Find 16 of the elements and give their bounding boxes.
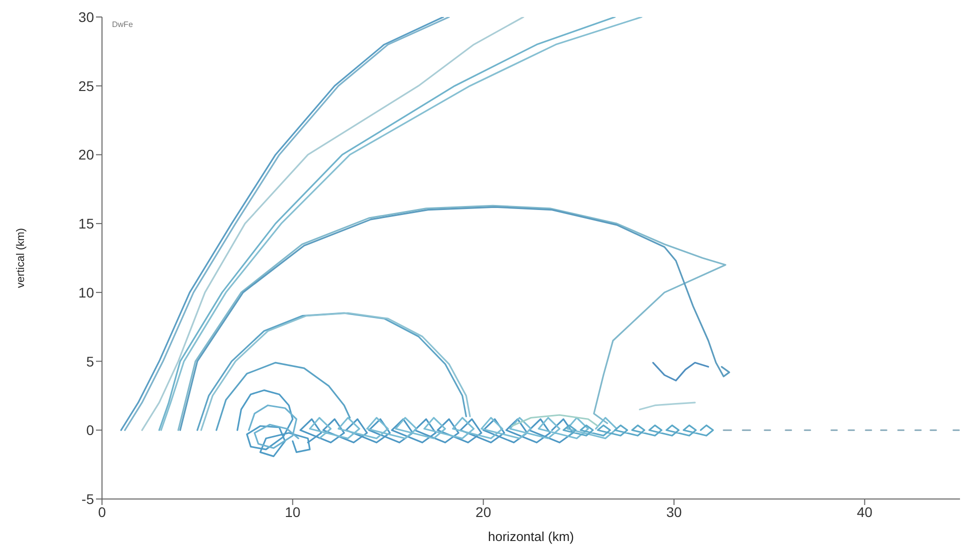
y-tick-label: 25 (78, 78, 94, 94)
y-tick-label: 20 (78, 146, 94, 163)
y-tick-label: 5 (86, 353, 94, 370)
y-tick-label: 0 (86, 422, 94, 438)
y-axis-title: vertical (km) (14, 228, 27, 288)
y-tick-label: 30 (78, 8, 94, 25)
annotation: DwFe (112, 20, 133, 29)
x-axis-title: horizontal (km) (488, 529, 574, 544)
x-tick-label: 40 (856, 504, 873, 520)
x-tick-label: 30 (666, 504, 682, 520)
y-tick-label: -5 (82, 490, 94, 507)
x-tick-label: 10 (284, 504, 301, 520)
y-tick-label: 10 (78, 284, 94, 300)
y-tick-label: 15 (78, 216, 94, 232)
x-tick-label: 0 (98, 504, 106, 520)
x-tick-label: 20 (476, 504, 492, 520)
